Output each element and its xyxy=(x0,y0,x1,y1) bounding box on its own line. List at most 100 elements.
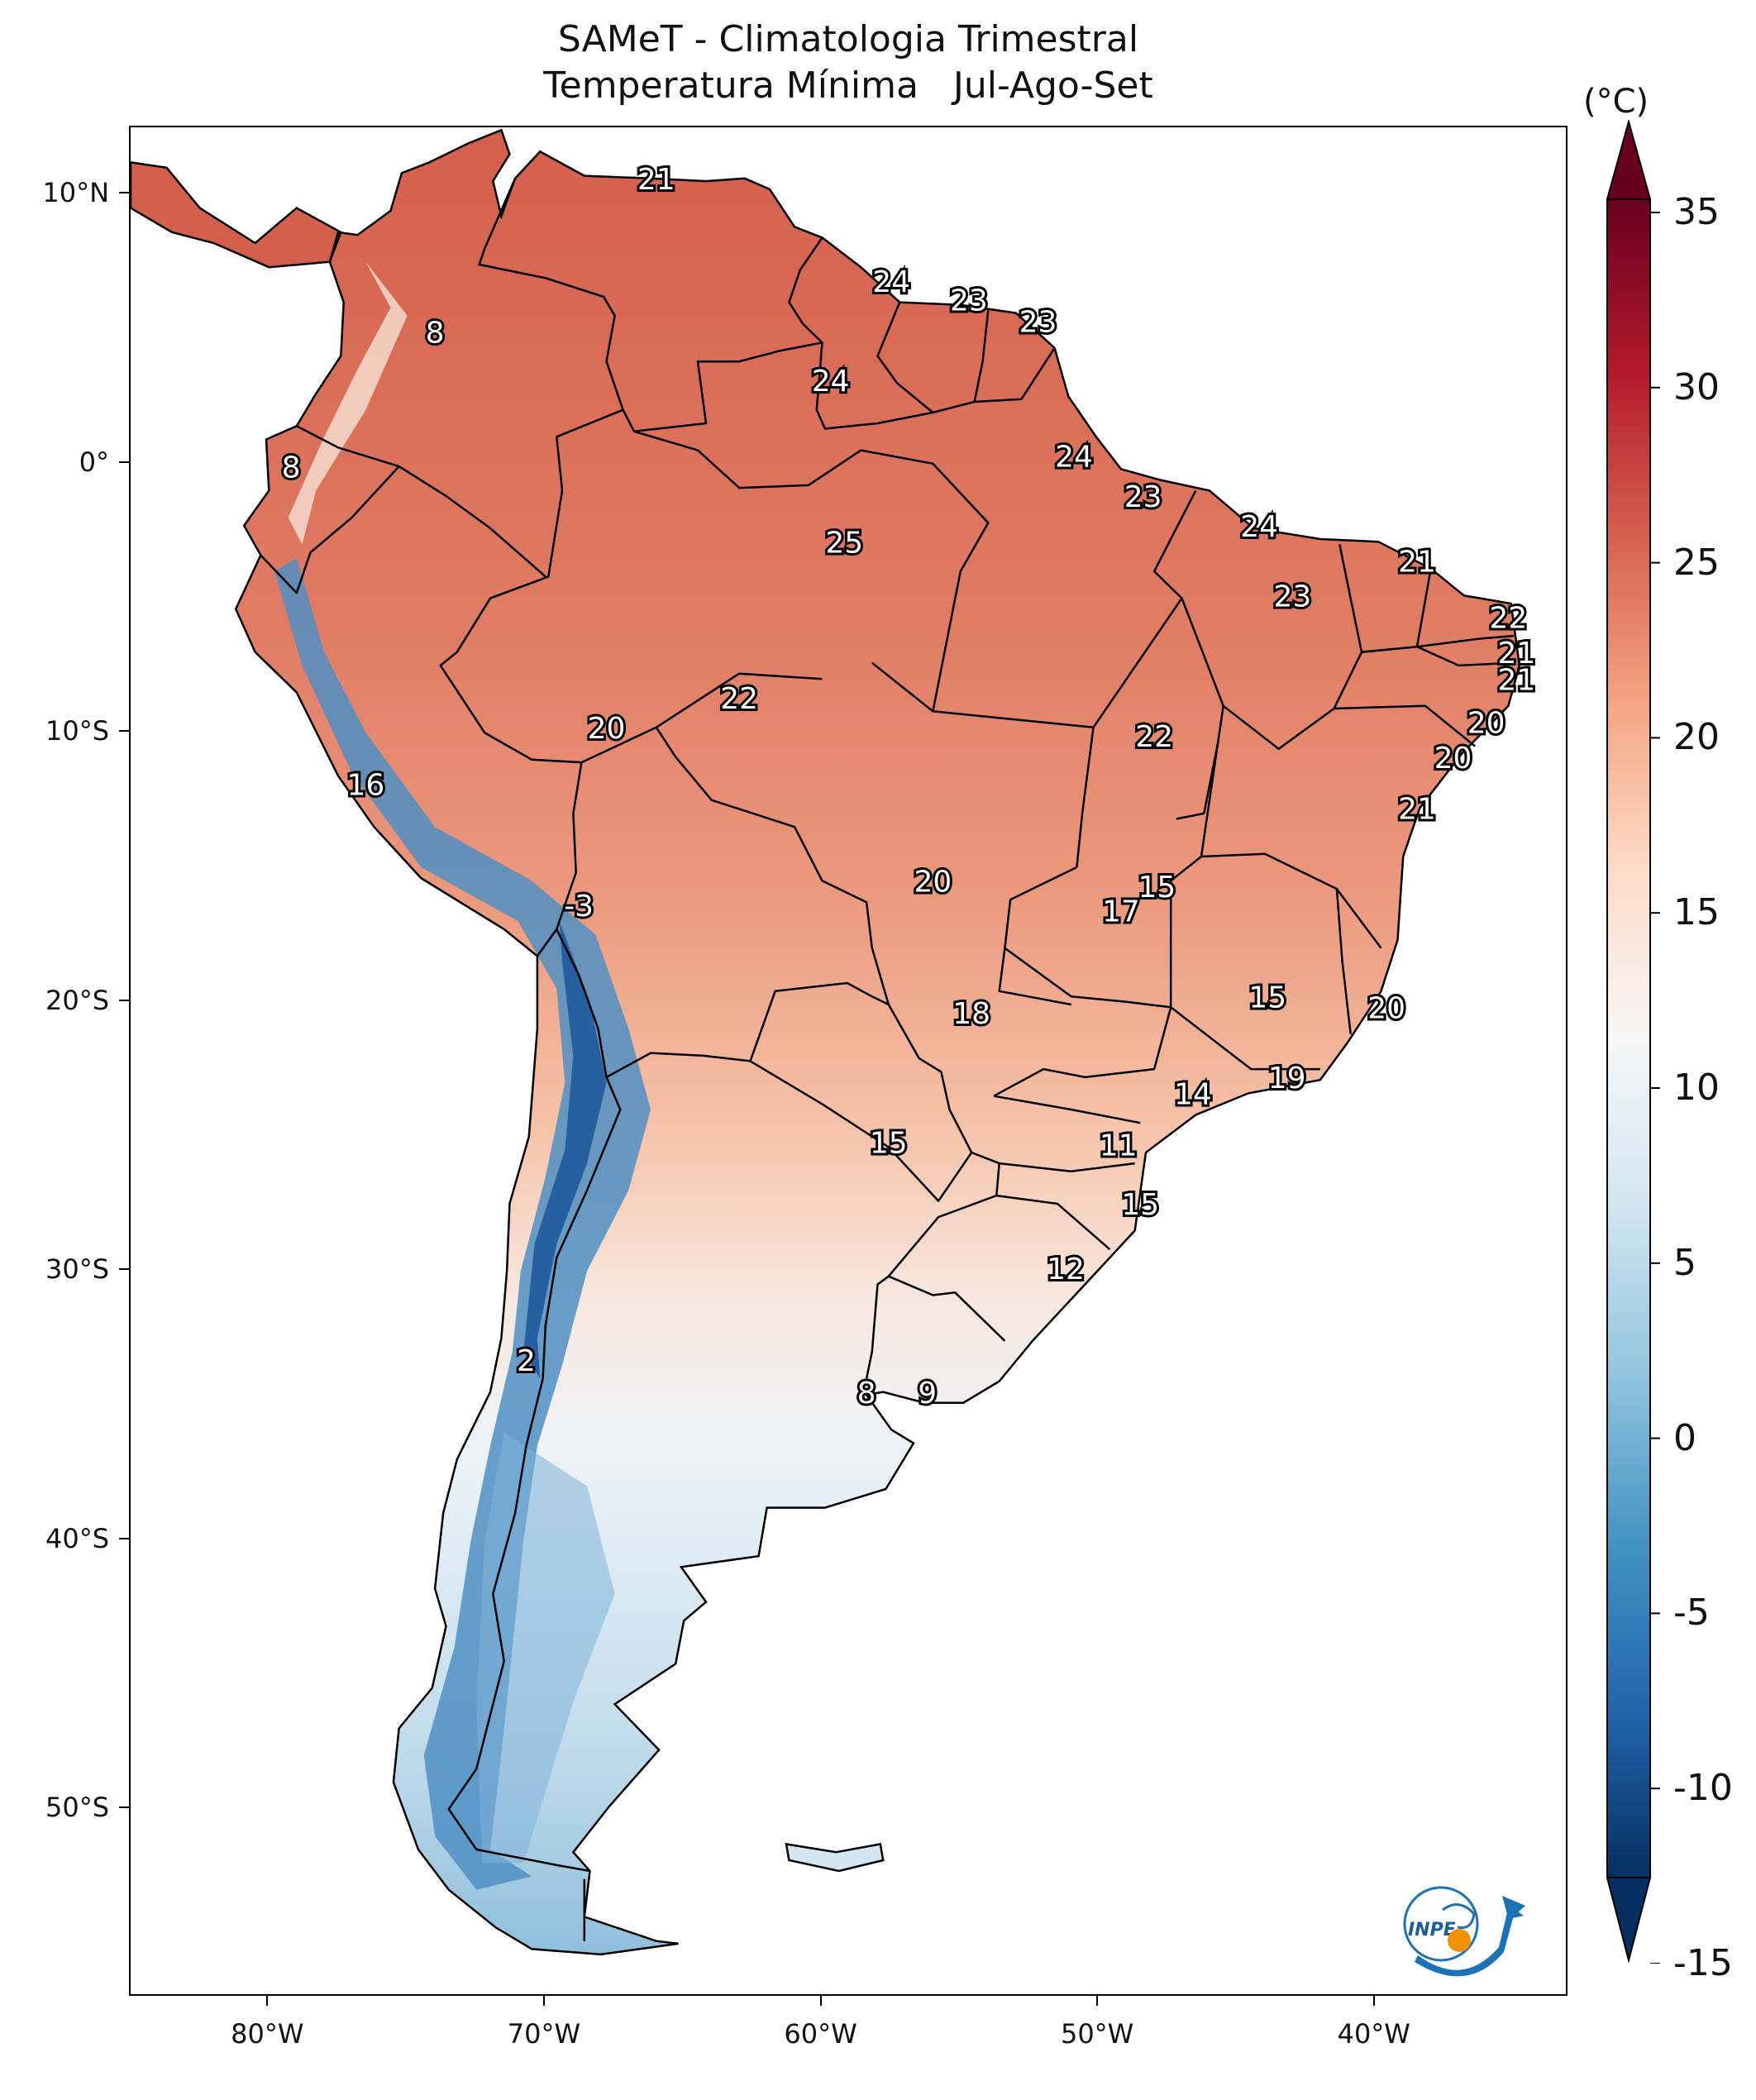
border-line-22 xyxy=(1092,489,1197,728)
colorbar-tick-label: -15 xyxy=(1673,1942,1733,1984)
station-label: 8 xyxy=(857,1377,876,1410)
central-america xyxy=(131,161,342,269)
longitude-tick-label: 50°W xyxy=(1060,2018,1134,2050)
station-label: 20 xyxy=(1434,742,1472,776)
latitude-tick-label: 50°S xyxy=(45,1792,109,1824)
latitude-tick-label: 40°S xyxy=(45,1522,109,1554)
colorbar-min-extend-arrow xyxy=(1606,1877,1652,1964)
colorbar-max-extend-arrow xyxy=(1606,120,1652,200)
inpe-logo: INPE xyxy=(1403,1886,1525,1977)
border-line-7 xyxy=(536,761,583,957)
station-label: 23 xyxy=(1273,580,1311,614)
station-label: 22 xyxy=(720,682,758,716)
station-label: 21 xyxy=(1497,637,1535,671)
patagonia-cool-zone xyxy=(476,1432,615,1864)
latitude-tick-mark xyxy=(119,730,129,733)
border-line-5 xyxy=(296,425,546,578)
station-label: 19 xyxy=(1268,1062,1306,1095)
colorbar-tick-label: 25 xyxy=(1673,541,1720,584)
border-line-27 xyxy=(1416,646,1515,667)
andes-cold-band xyxy=(274,261,651,1890)
station-label: 25 xyxy=(825,527,863,561)
latitude-tick-label: 0° xyxy=(79,446,109,478)
colorbar-tick-label: 10 xyxy=(1673,1067,1720,1109)
longitude-tick-label: 80°W xyxy=(231,2018,304,2050)
map-title-line-2: Temperatura Mínima Jul-Ago-Set xyxy=(543,64,1153,107)
station-label: 20 xyxy=(588,712,626,746)
border-line-26 xyxy=(1416,634,1515,648)
border-line-11 xyxy=(447,1076,622,1873)
latitude-tick-mark xyxy=(119,999,129,1001)
colorbar-tick-label: -10 xyxy=(1673,1767,1733,1810)
map-frame: 21 24 23 23 8 24 24 8 23 24 25 21 23 22 21 21 22 20 20 22 20… xyxy=(129,126,1568,1996)
latitude-tick-mark xyxy=(119,1537,129,1539)
colorbar-tick-label: 35 xyxy=(1673,191,1720,233)
station-label: 15 xyxy=(1138,871,1176,904)
station-label: 15 xyxy=(1121,1188,1159,1222)
station-label: 12 xyxy=(1047,1253,1085,1286)
latitude-tick-label: 30°S xyxy=(45,1253,109,1286)
station-label: 20 xyxy=(1467,707,1505,741)
colorbar-gradient xyxy=(1606,198,1651,1878)
colorbar-unit: (°C) xyxy=(1583,83,1649,121)
border-line-19 xyxy=(1076,727,1095,868)
border-line-8 xyxy=(556,928,608,1078)
colorbar xyxy=(1606,120,1660,1964)
border-line-10 xyxy=(749,981,890,1062)
border-line-35 xyxy=(996,1194,1111,1251)
colorbar-tick-label: -5 xyxy=(1673,1592,1710,1635)
longitude-tick-mark xyxy=(266,1996,269,2006)
station-label: 24 xyxy=(812,365,850,399)
colorbar-tick-label: 20 xyxy=(1673,716,1720,759)
station-label: 22 xyxy=(1135,720,1173,754)
falkland-islands xyxy=(785,1842,885,1873)
station-label: 21 xyxy=(1497,664,1535,698)
longitude-tick-mark xyxy=(819,1996,822,2006)
station-label: 17 xyxy=(1102,895,1140,928)
border-line-29 xyxy=(1200,743,1382,949)
border-line-0 xyxy=(439,341,1056,1342)
latitude-tick-mark xyxy=(119,192,129,194)
continent-fill xyxy=(236,130,1520,1954)
station-label: 21 xyxy=(1398,545,1436,579)
border-line-20 xyxy=(1004,866,1171,1009)
station-label: 24 xyxy=(1240,510,1278,544)
border-line-1 xyxy=(478,178,624,411)
border-line-34 xyxy=(999,1162,1135,1173)
station-label: 8 xyxy=(426,317,445,351)
station-label: 21 xyxy=(1398,793,1436,827)
country-borders xyxy=(234,128,1521,1956)
station-label: 20 xyxy=(1367,992,1405,1026)
longitude-tick-label: 70°W xyxy=(507,2018,581,2050)
station-label: 15 xyxy=(1248,981,1286,1015)
border-line-31 xyxy=(1335,889,1352,1034)
border-line-13 xyxy=(749,1060,973,1202)
longitude-tick-label: 60°W xyxy=(784,2018,857,2050)
colorbar-tick-label: 5 xyxy=(1673,1241,1696,1284)
andes-cold-zone xyxy=(274,557,651,1890)
land-fill xyxy=(131,130,1520,1954)
colorbar-tick-label: 0 xyxy=(1673,1416,1696,1459)
station-label: -3 xyxy=(564,890,594,924)
longitude-tick-label: 40°W xyxy=(1337,2018,1410,2050)
latitude-tick-mark xyxy=(119,1806,129,1809)
station-label: 20 xyxy=(914,866,952,900)
latitude-tick-label: 20°S xyxy=(45,984,109,1016)
border-line-17 xyxy=(861,449,990,712)
station-label: 23 xyxy=(1019,306,1057,340)
border-line-15 xyxy=(656,672,823,728)
colorbar-tick-label: 30 xyxy=(1673,365,1720,408)
border-line-18 xyxy=(633,430,862,489)
andes-coldest-zone xyxy=(523,921,607,1379)
border-line-9 xyxy=(605,1052,751,1078)
longitude-tick-mark xyxy=(1372,1996,1375,2006)
station-label: 9 xyxy=(918,1377,937,1410)
station-label: 15 xyxy=(870,1126,908,1160)
border-line-14 xyxy=(865,1275,890,1379)
map-title-line-1: SAMeT - Climatologia Trimestral xyxy=(557,18,1139,60)
station-label: 14 xyxy=(1174,1078,1212,1112)
latitude-tick-label: 10°S xyxy=(45,715,109,747)
station-label: 22 xyxy=(1489,602,1527,636)
station-label: 2 xyxy=(517,1344,536,1378)
